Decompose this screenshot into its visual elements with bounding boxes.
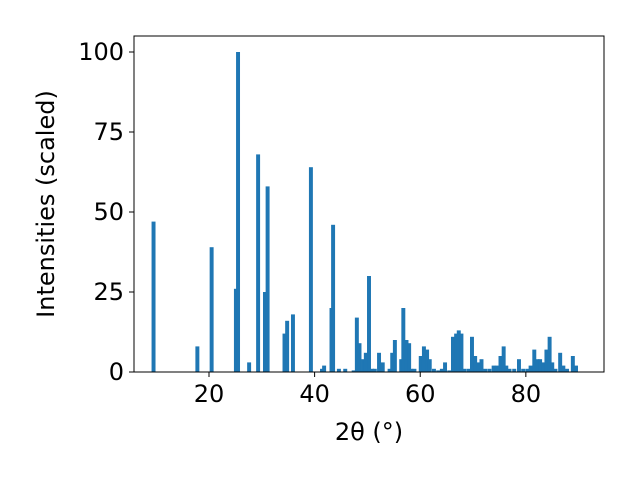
bar [399,359,404,372]
bar [418,356,423,372]
bar [469,336,474,372]
bar [390,352,395,372]
bar [372,368,377,372]
bar [322,365,327,372]
bar [195,346,200,372]
bar [357,343,362,372]
bar [565,368,570,372]
bar [320,368,324,372]
bar [516,359,521,372]
bar [447,370,452,372]
bar [459,333,464,372]
bar [561,365,566,372]
bar [501,346,506,372]
bar [380,362,385,372]
bar [507,368,512,372]
bar [427,359,432,372]
bar [504,365,509,372]
bar [370,368,375,372]
bar [209,247,214,372]
y-tick-label: 25 [93,278,124,306]
bars-group [151,52,578,372]
y-tick-label: 50 [93,198,124,226]
bar [387,368,392,372]
bar [535,359,540,372]
bar [479,359,484,372]
bar [361,359,366,372]
bar [412,368,417,372]
bar [512,368,517,372]
bar [236,52,241,372]
bar [443,362,448,372]
bar [262,292,267,372]
bar [404,340,409,372]
bar [336,368,341,372]
y-tick-label: 75 [93,118,124,146]
bar [436,370,441,372]
x-axis-label: 2θ (°) [335,418,403,446]
bar [425,349,430,372]
bar [544,349,549,372]
bar [363,352,368,372]
bar [401,308,406,372]
bar [431,368,436,372]
x-tick-label: 80 [511,380,542,408]
bar [538,359,543,372]
bar [558,352,563,372]
bar [331,224,336,372]
bar [233,288,238,372]
bar [151,221,156,372]
bar [343,368,348,372]
bar [256,154,261,372]
bar [476,362,481,372]
bar [483,368,488,372]
bar [528,365,533,372]
bar [553,368,558,372]
bar [247,362,252,372]
bar [409,368,414,372]
bar [439,368,444,372]
bar [282,333,287,372]
bar [541,362,546,372]
y-axis-ticks: 0 25 50 75 100 [78,38,134,386]
y-axis-label: Intensities (scaled) [32,90,60,318]
bar [265,186,270,372]
bar [450,336,455,372]
bar [570,356,575,372]
bar [454,333,459,372]
bar [466,368,471,372]
bar [498,356,503,372]
bar [392,340,397,372]
bar [491,365,496,372]
bar [456,330,461,372]
y-tick-label: 0 [109,358,124,386]
x-tick-label: 60 [405,380,436,408]
bar [550,362,555,372]
y-tick-label: 100 [78,38,124,66]
bar [494,365,499,372]
x-tick-label: 40 [299,380,330,408]
bar [547,336,552,372]
bar [462,368,467,372]
bar [354,317,359,372]
bar [407,343,412,372]
bar [487,368,492,372]
bar [521,368,526,372]
bar [473,356,478,372]
plot-frame [133,35,605,373]
bar [290,314,295,372]
bar [532,349,537,372]
bar [285,320,290,372]
bar [525,368,530,372]
x-axis-ticks: 20 40 60 80 [194,372,541,408]
x-tick-label: 20 [194,380,225,408]
bar [421,346,426,372]
bar [308,167,313,372]
bar [574,365,578,372]
bar [367,276,371,372]
bar [377,352,382,372]
bar [351,370,356,372]
